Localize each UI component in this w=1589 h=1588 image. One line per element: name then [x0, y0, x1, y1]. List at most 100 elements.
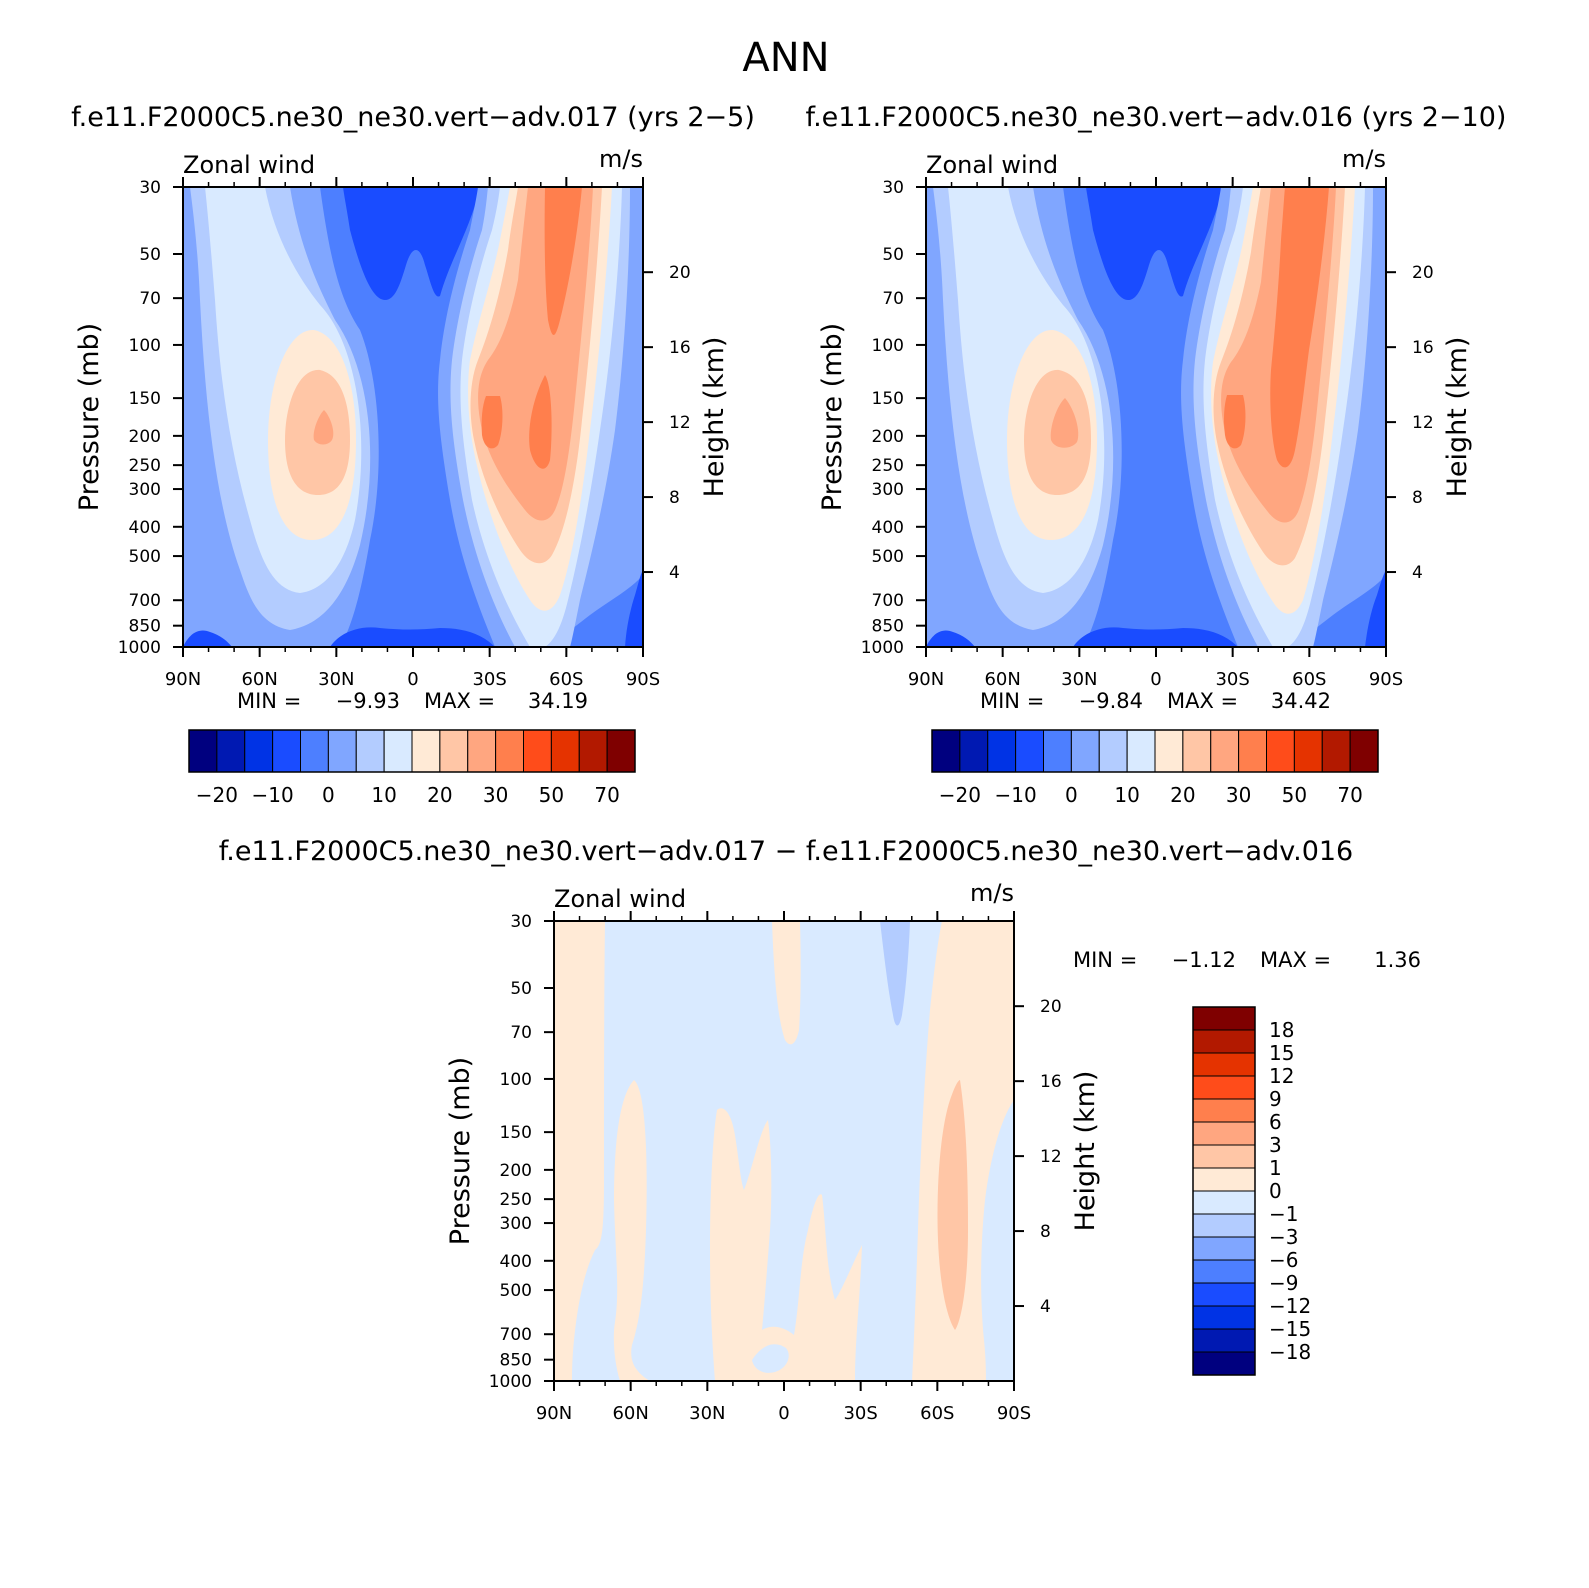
x-tick-label: 90N	[165, 669, 201, 690]
y-tick-label: 850	[129, 617, 161, 637]
panel-a-min-label: MIN =	[237, 689, 301, 713]
colorbar-cell	[578, 729, 608, 773]
x-tick-label: 30S	[1215, 669, 1249, 690]
panel-a-max-value: 34.19	[528, 689, 588, 713]
y-tick-label: 700	[129, 591, 161, 611]
colorbar-cell	[1349, 729, 1379, 773]
panel-c-max-value: 1.36	[1374, 948, 1421, 972]
panel-b-easterly-bottom-1	[1073, 627, 1238, 647]
x-tick-label: 30N	[318, 669, 354, 690]
colorbar-tick-label: 9	[1269, 1087, 1282, 1111]
colorbar-cell	[1321, 729, 1351, 773]
colorbar-cell	[1192, 1190, 1256, 1215]
x-tick-label: 90N	[908, 669, 944, 690]
colorbar-cell	[439, 729, 469, 773]
x-tick-label: 90S	[1369, 669, 1403, 690]
panel-a-colorbar: −20 −10 0 10 20 30 50 70	[188, 729, 636, 807]
panel-c-pos-nh-edge	[554, 921, 605, 1381]
y-tick-label: 850	[500, 1351, 532, 1371]
colorbar-cell	[1126, 729, 1156, 773]
colorbar-cell	[1098, 729, 1128, 773]
panel-a-sh-jet-6	[529, 375, 552, 469]
colorbar-frame	[931, 729, 1379, 773]
panel-c-pos-eq-band	[710, 1108, 862, 1381]
colorbar-cell	[1192, 1029, 1256, 1054]
y-right-tick-label: 4	[1040, 1297, 1051, 1317]
y-tick-label: 30	[510, 912, 532, 932]
panel-a-max-label: MAX =	[424, 689, 495, 713]
y-tick-label: 50	[882, 245, 904, 265]
colorbar-tick-label: 0	[322, 783, 335, 807]
colorbar-cell	[1266, 729, 1295, 773]
y-tick-label: 30	[139, 178, 161, 198]
colorbar-cell	[1070, 729, 1100, 773]
y-tick-label: 250	[872, 456, 904, 476]
panel-c-pos-sh-core	[937, 1080, 968, 1330]
y-right-tick-label: 12	[669, 413, 691, 433]
colorbar-cell	[987, 729, 1017, 773]
colorbar-tick-label: 12	[1269, 1064, 1294, 1088]
panel-c-pos-eq-top	[772, 921, 801, 1045]
y-tick-label: 70	[882, 289, 904, 309]
colorbar-cell	[1192, 1006, 1256, 1031]
colorbar-tick-label: 70	[594, 783, 619, 807]
panel-c-ylabel: Pressure (mb)	[445, 1057, 476, 1245]
colorbar-cell	[1182, 729, 1212, 773]
y-tick-label: 200	[129, 427, 161, 447]
panel-b-max-label: MAX =	[1167, 689, 1238, 713]
y-tick-label: 70	[510, 1023, 532, 1043]
panel-a-contours	[183, 187, 643, 647]
panel-c-neg-eq-notch	[752, 1344, 789, 1373]
panel-b-ylabel-right: Height (km)	[1442, 337, 1473, 498]
y-tick-label: 700	[872, 591, 904, 611]
y-right-tick-label: 16	[1040, 1072, 1062, 1092]
colorbar-tick-label: 50	[1282, 783, 1307, 807]
panel-a-sh-jet-4	[544, 187, 582, 335]
y-right-tick-label: 8	[1412, 488, 1423, 508]
y-tick-label: 850	[872, 617, 904, 637]
colorbar-tick-label: 0	[1269, 1179, 1282, 1203]
colorbar-tick-label: −20	[939, 783, 981, 807]
colorbar-cell	[1154, 729, 1184, 773]
colorbar-cell	[1192, 1305, 1256, 1330]
panel-c-axes: 90N 60N 30N 0 30S 60S 90S 30 50 70 100 150 200 250 300…	[489, 911, 1062, 1424]
x-tick-label: 90S	[626, 669, 660, 690]
y-tick-label: 400	[872, 518, 904, 538]
y-right-tick-label: 16	[1412, 338, 1434, 358]
panel-b-axes: 90N 60N 30N 0 30S 60S 90S 30 50 70 100 150 200 250 300…	[861, 177, 1434, 690]
colorbar-cell	[1043, 729, 1072, 773]
colorbar-cell	[1015, 729, 1044, 773]
y-tick-label: 150	[872, 389, 904, 409]
colorbar-cell	[523, 729, 552, 773]
x-tick-label: 30S	[472, 669, 506, 690]
colorbar-tick-label: 10	[371, 783, 396, 807]
colorbar-cell	[272, 729, 301, 773]
colorbar-cell	[931, 729, 961, 773]
colorbar-tick-label: −10	[252, 783, 294, 807]
colorbar-cell	[355, 729, 385, 773]
colorbar-cell	[216, 729, 246, 773]
panel-b-polar-edge	[1365, 570, 1386, 647]
colorbar-tick-label: 20	[1170, 783, 1195, 807]
panel-a-units: m/s	[599, 145, 643, 173]
colorbar-tick-label: −18	[1269, 1340, 1311, 1364]
colorbar-cell	[467, 729, 497, 773]
colorbar-tick-label: 3	[1269, 1133, 1282, 1157]
panel-b-easterly-bottom-2	[926, 630, 975, 647]
y-right-tick-label: 4	[669, 563, 680, 583]
y-right-tick-label: 12	[1412, 413, 1434, 433]
x-tick-label: 0	[778, 1403, 789, 1424]
colorbar-cell	[1210, 729, 1240, 773]
colorbar-cell	[959, 729, 989, 773]
x-tick-label: 90N	[536, 1403, 572, 1424]
y-tick-label: 70	[139, 289, 161, 309]
colorbar-cell	[1192, 1259, 1256, 1284]
panel-c: f.e11.F2000C5.ne30_ne30.vert−adv.017 − f…	[219, 836, 1421, 1424]
panel-b: f.e11.F2000C5.ne30_ne30.vert−adv.016 (yr…	[806, 102, 1507, 807]
panel-c-polar-edge	[986, 1320, 1014, 1381]
panel-b-contours	[926, 187, 1386, 647]
colorbar-cell	[1192, 1328, 1256, 1353]
panel-c-title: f.e11.F2000C5.ne30_ne30.vert−adv.017 − f…	[219, 836, 1354, 867]
panel-b-colorbar: −20 −10 0 10 20 30 50 70	[931, 729, 1379, 807]
colorbar-tick-label: −6	[1269, 1248, 1298, 1272]
